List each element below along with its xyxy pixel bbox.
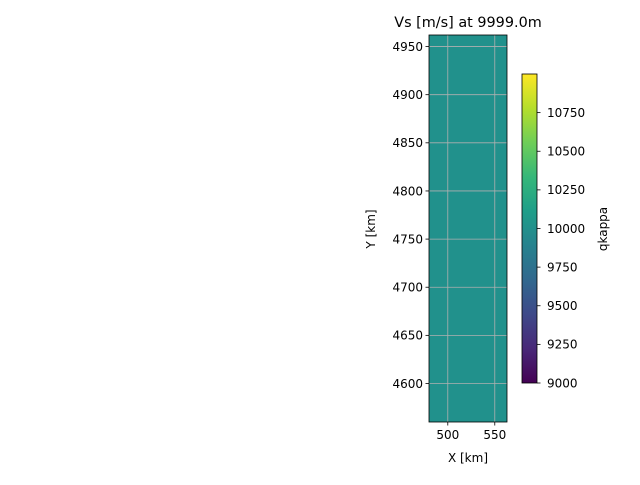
y-tick-label: 4700	[392, 281, 423, 295]
colorbar-tick-label: 10250	[547, 183, 585, 197]
x-axis-ticks: 500 550	[436, 422, 506, 442]
colorbar	[521, 73, 538, 384]
x-tick-label: 550	[483, 428, 506, 442]
y-tick-label: 4900	[392, 88, 423, 102]
colorbar-tick-label: 9250	[547, 338, 578, 352]
colorbar-tick-label: 10000	[547, 222, 585, 236]
colorbar-bar	[521, 73, 538, 384]
y-tick-label: 4950	[392, 40, 423, 54]
plot-area	[428, 34, 508, 423]
colorbar-tick-label: 9500	[547, 299, 578, 313]
x-axis-label: X [km]	[448, 451, 488, 465]
colorbar-tick-label: 10500	[547, 145, 585, 159]
y-tick-label: 4800	[392, 184, 423, 198]
heatmap-cell	[429, 35, 507, 422]
x-tick-label: 500	[436, 428, 459, 442]
colorbar-tick-label: 10750	[547, 106, 585, 120]
y-tick-label: 4850	[392, 136, 423, 150]
colorbar-tick-label: 9000	[547, 376, 578, 390]
y-tick-label: 4650	[392, 329, 423, 343]
colorbar-tick-label: 9750	[547, 260, 578, 274]
y-axis-ticks: 4600 4650 4700 4750 4800 4850 4900 4950	[392, 40, 429, 391]
y-tick-label: 4600	[392, 377, 423, 391]
y-axis-label: Y [km]	[364, 209, 378, 249]
colorbar-label: qkappa	[596, 207, 610, 251]
y-tick-label: 4750	[392, 232, 423, 246]
colorbar-ticks: 9000 9250 9500 9750 10000 10250 10500 10750	[537, 106, 585, 390]
plot-frame	[428, 34, 508, 423]
chart-title: Vs [m/s] at 9999.0m	[394, 15, 542, 31]
